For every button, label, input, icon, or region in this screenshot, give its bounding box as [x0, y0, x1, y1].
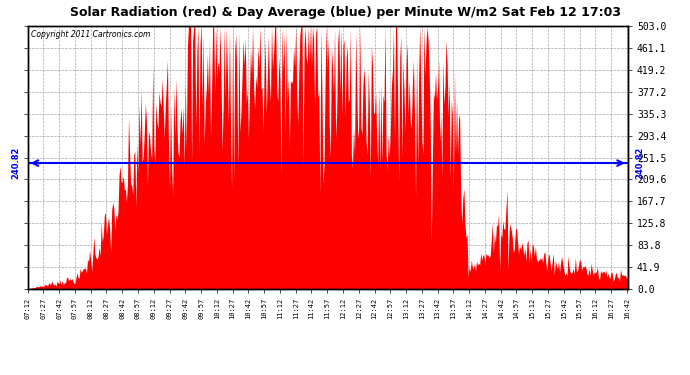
Text: 240.82: 240.82 [635, 147, 644, 179]
Text: Copyright 2011 Cartronics.com: Copyright 2011 Cartronics.com [30, 30, 150, 39]
Text: Solar Radiation (red) & Day Average (blue) per Minute W/m2 Sat Feb 12 17:03: Solar Radiation (red) & Day Average (blu… [70, 6, 620, 19]
Text: 240.82: 240.82 [12, 147, 21, 179]
